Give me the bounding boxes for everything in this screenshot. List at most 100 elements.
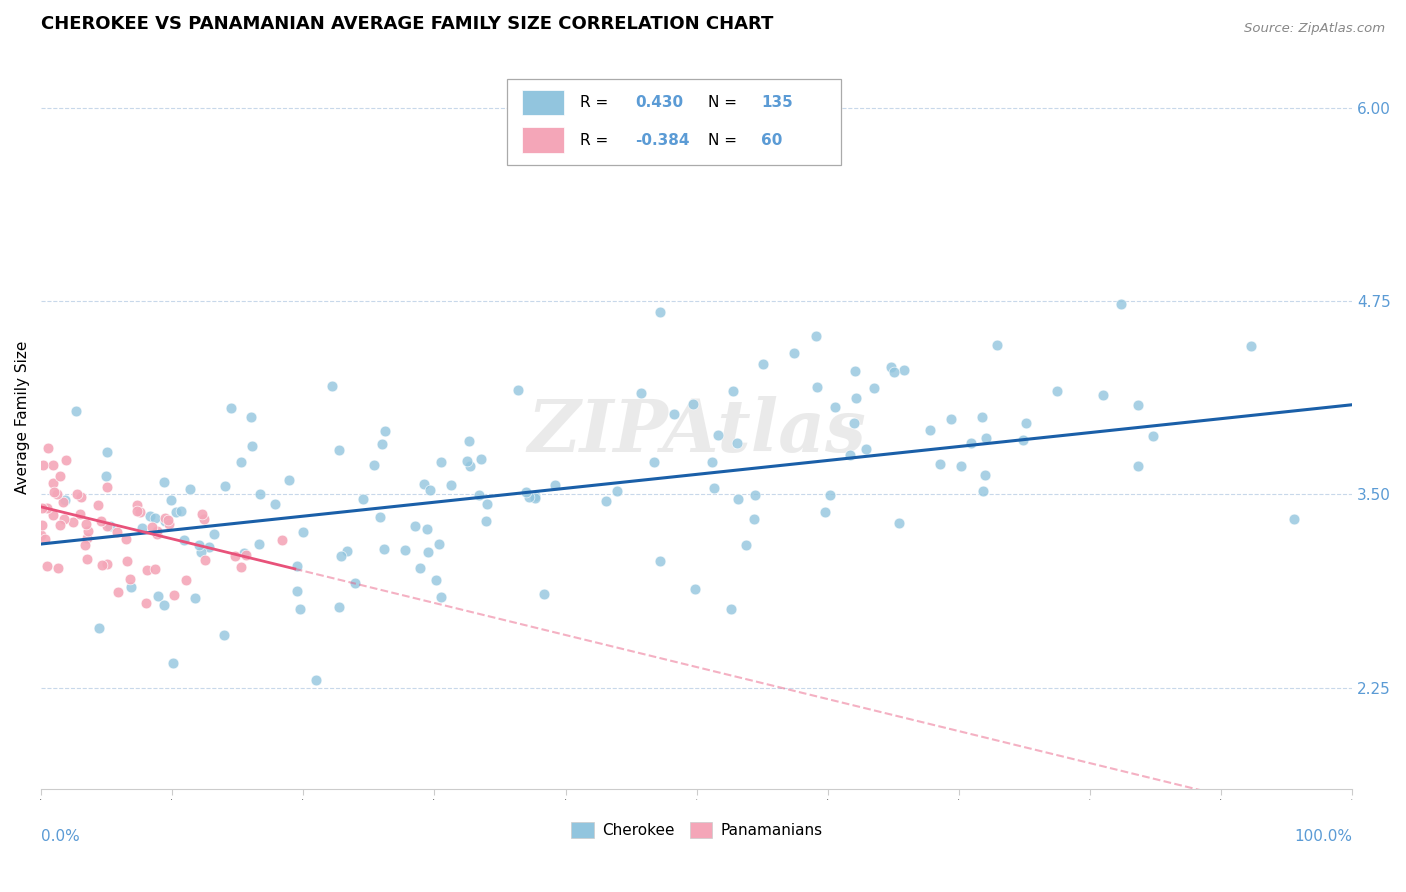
Point: [727, 492, 749, 507]
Point: [224, 549, 246, 563]
Point: [52, 495, 75, 509]
FancyBboxPatch shape: [506, 79, 841, 164]
Point: [842, 416, 865, 430]
Point: [152, 598, 174, 612]
Point: [662, 407, 685, 421]
Point: [125, 504, 148, 518]
Point: [65, 404, 87, 418]
Point: [707, 428, 730, 442]
Point: [643, 455, 665, 469]
Point: [87, 498, 110, 512]
Point: [1142, 428, 1164, 442]
Point: [55, 453, 77, 467]
Point: [229, 560, 252, 574]
Point: [219, 401, 242, 415]
Point: [986, 338, 1008, 352]
Point: [278, 473, 301, 487]
Point: [174, 574, 197, 588]
Point: [34, 532, 56, 546]
Point: [292, 524, 315, 539]
Point: [412, 476, 434, 491]
Point: [782, 345, 804, 359]
Point: [1284, 512, 1306, 526]
Point: [855, 442, 877, 456]
Point: [328, 599, 350, 614]
Point: [806, 380, 828, 394]
Point: [90, 514, 112, 528]
Point: [371, 437, 394, 451]
Point: [53, 512, 76, 526]
Text: Source: ZipAtlas.com: Source: ZipAtlas.com: [1244, 22, 1385, 36]
Point: [135, 596, 157, 610]
Text: N =: N =: [709, 133, 738, 147]
Point: [344, 576, 367, 591]
Point: [1011, 433, 1033, 447]
Point: [69, 507, 91, 521]
Point: [173, 533, 195, 547]
Point: [76, 531, 98, 545]
Point: [458, 434, 481, 448]
Point: [42, 475, 65, 490]
Point: [824, 400, 846, 414]
Point: [46, 487, 69, 501]
Point: [42, 485, 65, 500]
Text: 100.0%: 100.0%: [1295, 830, 1353, 845]
Point: [425, 573, 447, 587]
Point: [240, 410, 263, 425]
Point: [31, 501, 53, 516]
Point: [76, 524, 98, 538]
Point: [135, 563, 157, 577]
Point: [960, 436, 983, 450]
Point: [191, 507, 214, 521]
Point: [889, 516, 911, 531]
Point: [157, 513, 180, 527]
Point: [87, 622, 110, 636]
Point: [197, 541, 219, 555]
Point: [160, 492, 183, 507]
Point: [287, 559, 309, 574]
Point: [91, 558, 114, 572]
Point: [212, 628, 235, 642]
Point: [35, 558, 58, 573]
Point: [49, 468, 72, 483]
Point: [920, 423, 942, 437]
Point: [1015, 417, 1038, 431]
Text: ZIPAtlas: ZIPAtlas: [527, 396, 866, 467]
Point: [630, 386, 652, 401]
Text: 0.0%: 0.0%: [41, 830, 80, 845]
Text: CHEROKEE VS PANAMANIAN AVERAGE FAMILY SIZE CORRELATION CHART: CHEROKEE VS PANAMANIAN AVERAGE FAMILY SI…: [41, 15, 773, 33]
Point: [31, 518, 53, 533]
Point: [879, 360, 901, 375]
Point: [146, 589, 169, 603]
Point: [430, 591, 453, 605]
Point: [394, 542, 416, 557]
Point: [606, 483, 628, 498]
Point: [120, 580, 142, 594]
Point: [145, 562, 167, 576]
Point: [30, 527, 52, 541]
Point: [240, 439, 263, 453]
Point: [409, 561, 432, 575]
Point: [233, 546, 256, 560]
Point: [138, 509, 160, 524]
Point: [75, 516, 97, 531]
Point: [648, 554, 671, 568]
Point: [141, 520, 163, 534]
Text: -0.384: -0.384: [636, 133, 689, 147]
Point: [734, 538, 756, 552]
Point: [115, 533, 138, 547]
Point: [263, 498, 285, 512]
Point: [700, 455, 723, 469]
Point: [703, 481, 725, 495]
Point: [328, 442, 350, 457]
Point: [194, 553, 217, 567]
Point: [352, 491, 374, 506]
Point: [844, 364, 866, 378]
Point: [416, 522, 439, 536]
Point: [62, 516, 84, 530]
Point: [419, 483, 441, 498]
Point: [418, 545, 440, 559]
Text: 135: 135: [761, 95, 793, 111]
Point: [69, 490, 91, 504]
Point: [329, 549, 352, 563]
